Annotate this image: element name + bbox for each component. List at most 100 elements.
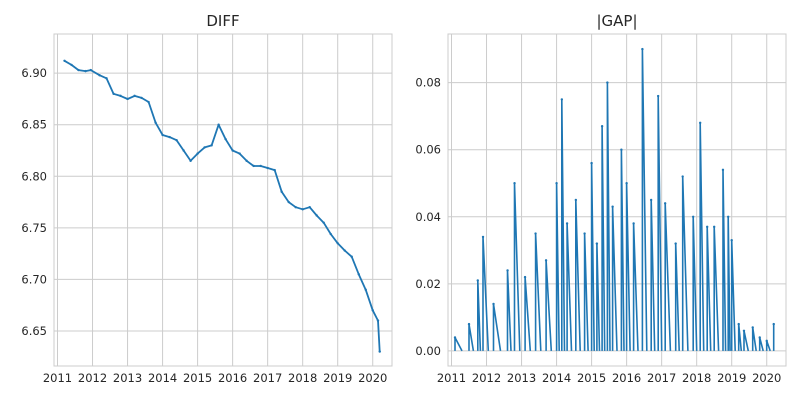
gap-data-point xyxy=(453,336,457,339)
gap-data-point xyxy=(565,222,569,225)
diff-series-layer xyxy=(63,59,381,353)
gap-x-tick-label: 2014 xyxy=(542,371,571,385)
diff-data-point xyxy=(343,249,346,252)
gap-y-tick-label: 0.04 xyxy=(415,210,441,224)
diff-data-point xyxy=(154,121,157,124)
diff-data-point xyxy=(126,97,129,101)
diff-data-point xyxy=(89,68,92,72)
diff-x-tick-label: 2012 xyxy=(78,371,107,385)
diff-x-tick-label: 2013 xyxy=(113,371,142,385)
gap-data-point xyxy=(698,121,702,125)
diff-data-point xyxy=(161,133,164,137)
diff-y-tick-label: 6.70 xyxy=(21,272,47,286)
gap-chart-title: |GAP| xyxy=(596,12,637,30)
diff-data-point xyxy=(245,159,248,163)
diff-data-point xyxy=(287,200,290,204)
diff-y-tick-labels: 6.65 6.70 6.75 6.80 6.85 6.90 xyxy=(21,66,47,338)
diff-data-point xyxy=(322,221,325,224)
diff-gridlines xyxy=(54,34,392,366)
gap-y-tick-label: 0.02 xyxy=(415,277,441,291)
diff-data-point xyxy=(140,96,143,100)
diff-data-point xyxy=(119,94,122,98)
gap-data-point xyxy=(758,336,761,339)
gap-data-point xyxy=(663,202,667,205)
diff-data-point xyxy=(147,100,150,104)
diff-data-point xyxy=(329,232,332,236)
diff-data-point xyxy=(98,74,101,77)
gap-data-point xyxy=(544,259,548,262)
diff-data-point xyxy=(182,149,185,152)
diff-data-point xyxy=(301,208,304,211)
diff-chart: DIFF 6.656.706.756.806.856.90 2011 2012 20… xyxy=(21,12,393,385)
diff-x-tick-label: 2019 xyxy=(323,371,352,385)
gap-x-tick-label: 2015 xyxy=(577,371,606,385)
gap-y-tick-label: 0.08 xyxy=(415,76,441,90)
gap-data-point xyxy=(705,225,709,229)
gap-data-point xyxy=(721,168,725,172)
gap-x-tick-label: 2012 xyxy=(472,371,501,385)
diff-data-point xyxy=(315,214,318,217)
diff-data-point xyxy=(84,69,87,73)
diff-x-tick-label: 2018 xyxy=(288,371,317,385)
diff-data-point xyxy=(273,168,276,172)
diff-data-point xyxy=(189,159,192,163)
gap-y-tick-labels: 0.00 0.02 0.04 0.06 0.08 xyxy=(415,76,441,358)
gap-data-point xyxy=(583,232,586,235)
diff-data-point xyxy=(350,255,353,258)
diff-chart-title: DIFF xyxy=(206,12,239,30)
gap-data-point xyxy=(595,242,599,245)
gap-data-point xyxy=(492,302,495,306)
diff-data-point xyxy=(231,149,234,152)
diff-x-tick-label: 2011 xyxy=(43,371,72,385)
diff-x-tick-label: 2017 xyxy=(253,371,282,385)
gap-data-point xyxy=(691,215,695,218)
gap-data-point xyxy=(534,232,537,235)
diff-data-point xyxy=(308,206,311,209)
gap-data-point xyxy=(641,47,644,51)
gap-data-point xyxy=(506,269,509,272)
gap-data-point xyxy=(574,198,578,202)
gap-data-point xyxy=(523,275,527,279)
gap-data-point xyxy=(476,279,479,282)
diff-data-point xyxy=(336,242,339,245)
gap-data-point xyxy=(590,161,593,165)
diff-data-point xyxy=(280,190,283,193)
gap-data-point xyxy=(600,125,604,128)
diff-data-point xyxy=(266,166,269,170)
diff-data-point xyxy=(371,309,374,312)
gap-data-point xyxy=(560,98,564,101)
diff-data-point xyxy=(168,135,171,139)
diff-data-point xyxy=(252,164,255,168)
diff-data-point xyxy=(376,319,380,322)
diff-data-point xyxy=(224,137,227,141)
diff-data-point xyxy=(378,350,381,353)
gap-data-point xyxy=(681,175,684,178)
gap-x-tick-label: 2017 xyxy=(647,371,676,385)
diff-y-tick-label: 6.65 xyxy=(21,324,47,338)
gap-data-point xyxy=(674,242,677,245)
diff-x-tick-labels: 2011 2012 2013 2014 2015 2016 2017 2018 2019 2020 xyxy=(43,371,388,385)
gap-data-point xyxy=(632,222,635,225)
gap-x-tick-label: 2011 xyxy=(437,371,466,385)
gap-data-point xyxy=(513,182,516,185)
diff-x-tick-label: 2014 xyxy=(148,371,177,385)
gap-data-point xyxy=(611,205,614,208)
gap-x-tick-label: 2019 xyxy=(717,371,746,385)
diff-y-tick-label: 6.85 xyxy=(21,118,47,132)
gap-x-tick-label: 2013 xyxy=(507,371,536,385)
gap-data-point xyxy=(742,329,746,332)
diff-y-tick-label: 6.75 xyxy=(21,221,47,235)
diff-data-point xyxy=(364,288,367,291)
diff-data-point xyxy=(112,92,115,96)
gap-plot-area xyxy=(447,33,787,367)
diff-data-point xyxy=(357,273,360,276)
gap-data-point xyxy=(730,239,733,242)
diff-x-tick-label: 2015 xyxy=(183,371,212,385)
diff-data-point xyxy=(294,206,297,209)
diff-x-tick-label: 2016 xyxy=(218,371,247,385)
diff-data-point xyxy=(133,94,136,98)
gap-data-point xyxy=(727,215,730,218)
gap-x-tick-labels: 2011 2012 2013 2014 2015 2016 2017 2018 2019 2020 xyxy=(437,371,782,385)
gap-data-point xyxy=(649,198,653,202)
gap-data-point xyxy=(467,322,471,326)
